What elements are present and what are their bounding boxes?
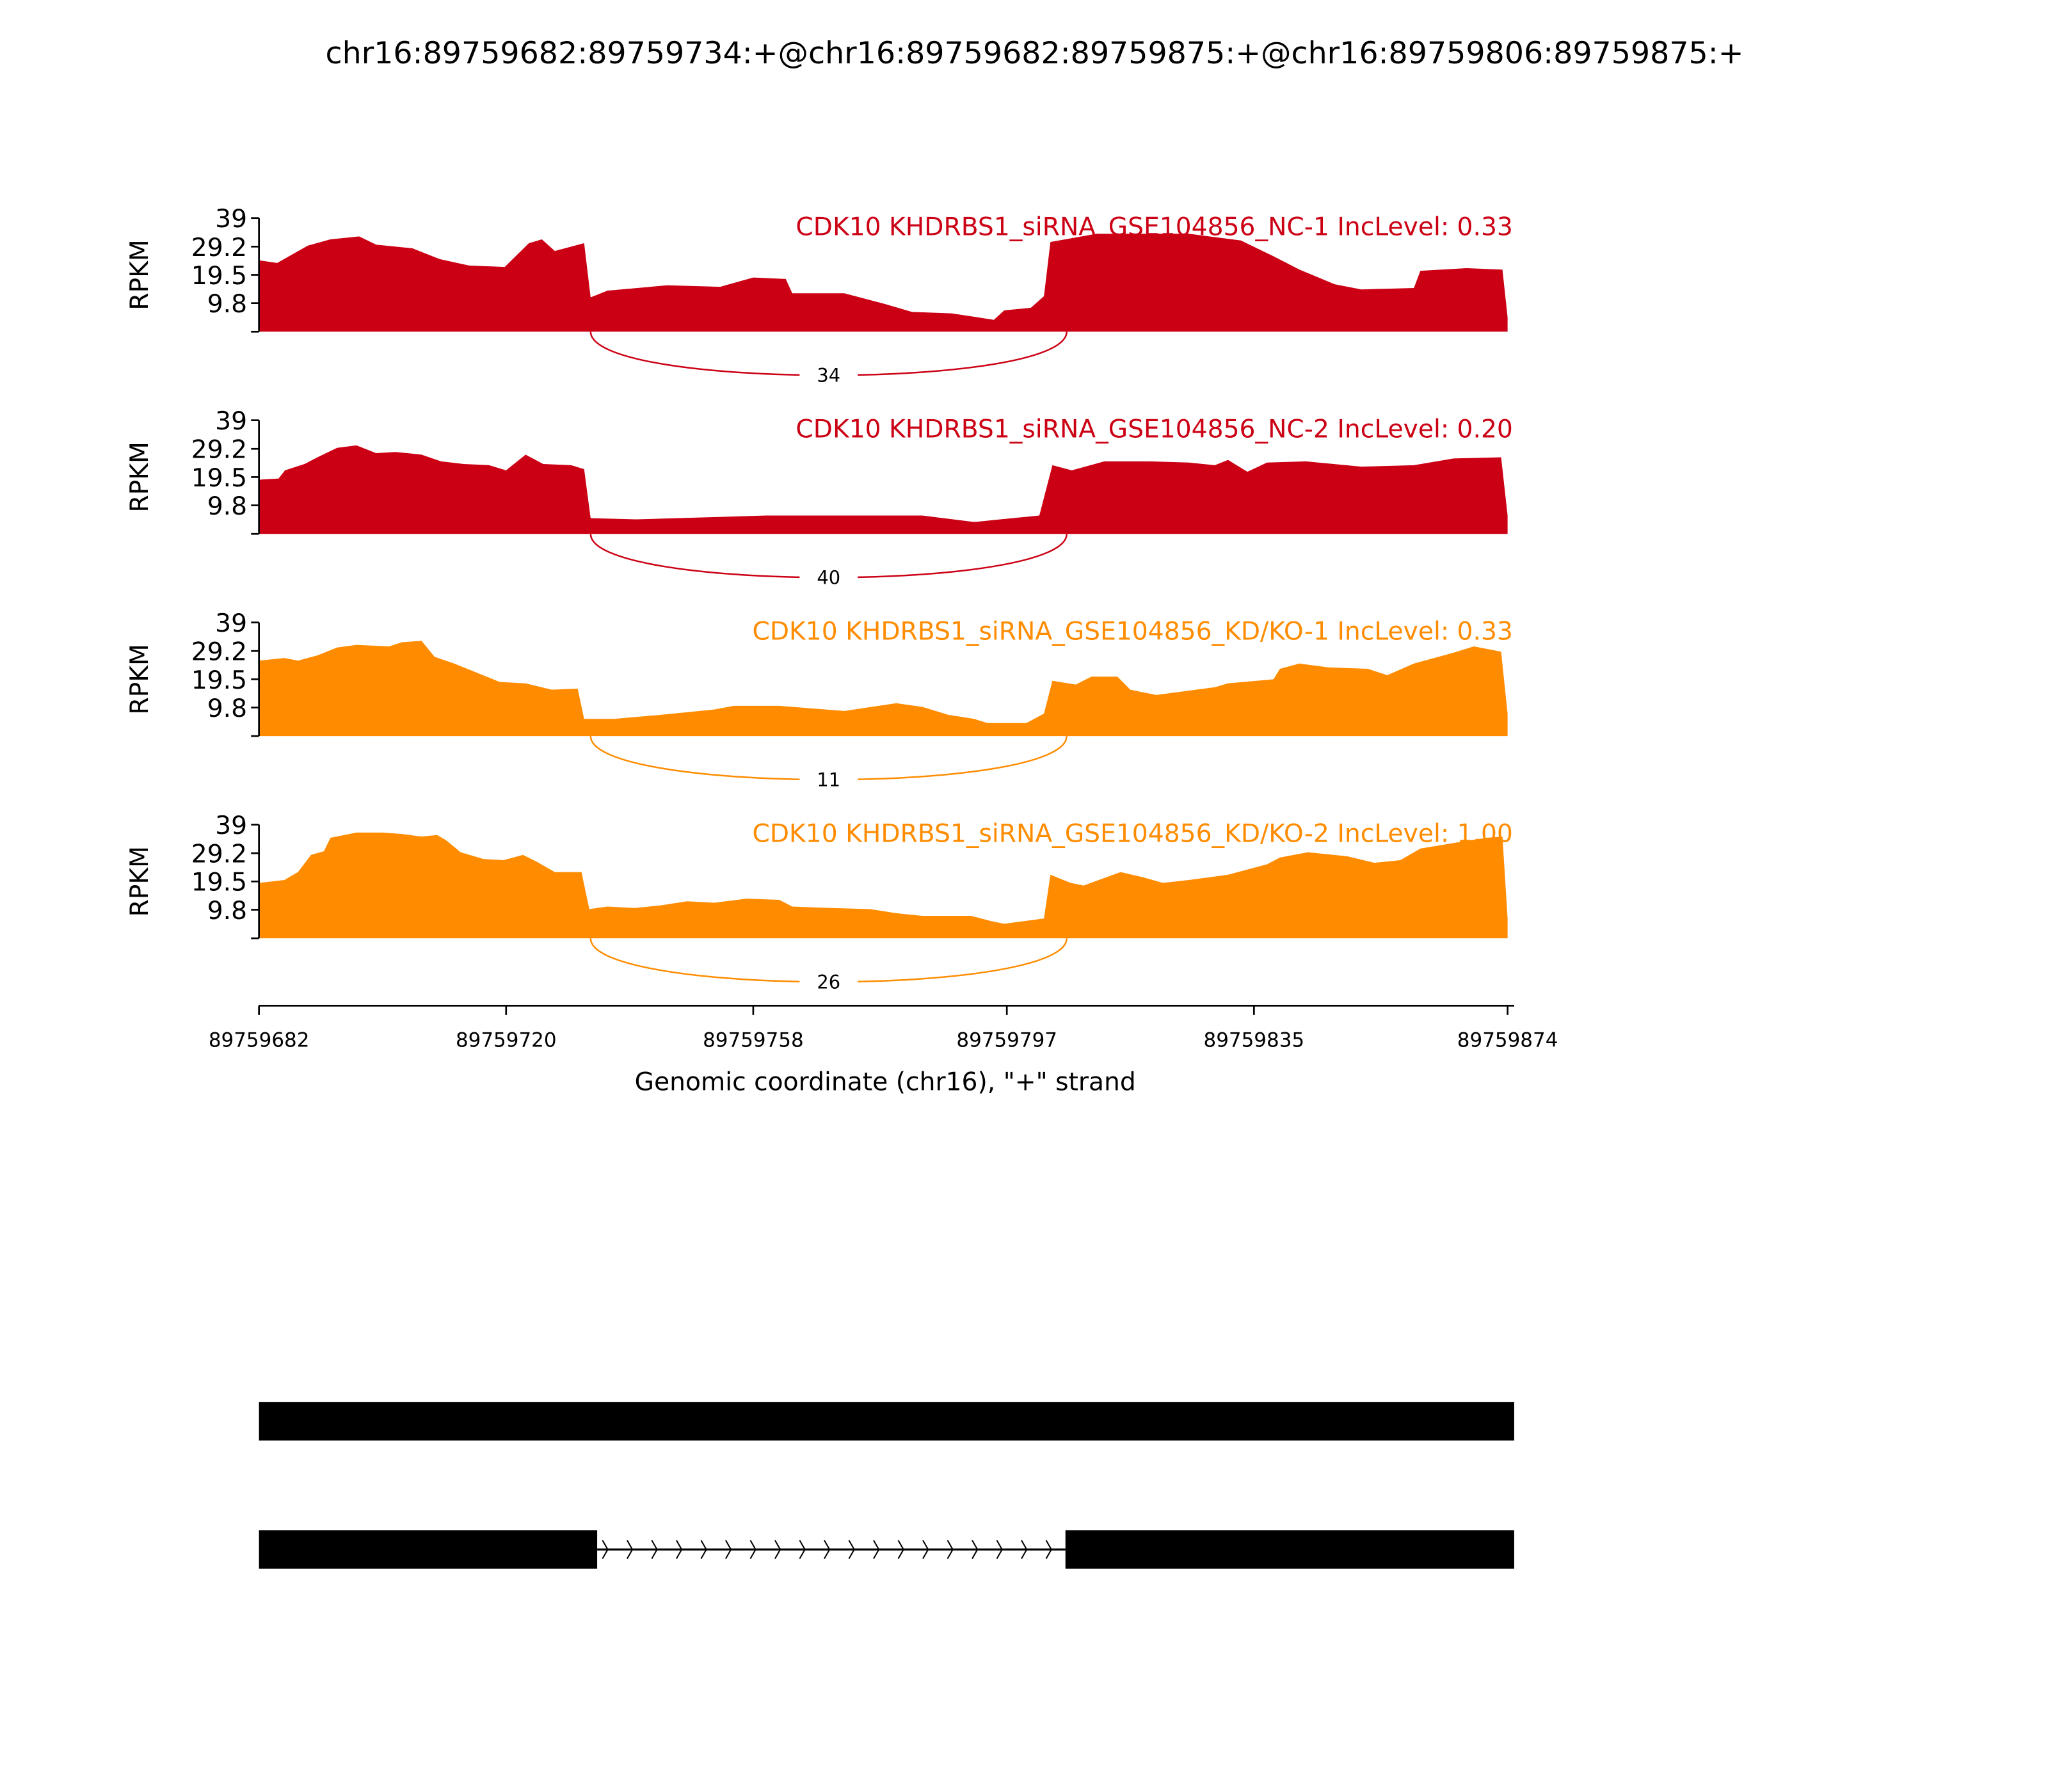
- y-tick-label: 29.2: [191, 638, 247, 667]
- exon: [259, 1530, 598, 1569]
- y-tick-label: 39: [215, 407, 247, 436]
- y-axis-label: RPKM: [125, 239, 154, 310]
- y-axis-label: RPKM: [125, 442, 154, 512]
- y-axis-label: RPKM: [125, 846, 154, 916]
- strand-arrow-icon: [848, 1540, 855, 1560]
- junction-count: 11: [817, 769, 840, 791]
- gene-model: [259, 1402, 1514, 1569]
- y-tick-label: 9.8: [207, 290, 247, 319]
- strand-arrow-icon: [897, 1540, 904, 1560]
- strand-arrow-icon: [922, 1540, 929, 1560]
- strand-arrow-icon: [626, 1540, 634, 1560]
- exon: [1065, 1530, 1514, 1569]
- strand-arrow-icon: [749, 1540, 756, 1560]
- y-tick-label: 19.5: [191, 464, 247, 493]
- junction-count: 40: [817, 567, 840, 589]
- strand-arrow-icon: [675, 1540, 683, 1560]
- coverage-area: [259, 832, 1508, 939]
- transcript-1: [259, 1402, 1514, 1441]
- strand-arrow-icon: [824, 1540, 831, 1560]
- track-2: 9.819.529.239 RPKM CDK10 KHDRBS1_siRNA_GSE…: [125, 407, 1513, 589]
- x-tick-label: 89759797: [956, 1028, 1057, 1052]
- junction-count: 26: [817, 972, 840, 993]
- transcript-2: [259, 1530, 1514, 1569]
- x-axis-label: Genomic coordinate (chr16), "+" strand: [635, 1068, 1136, 1097]
- track-1: 9.819.529.239 RPKM CDK10 KHDRBS1_siRNA_GSE…: [125, 205, 1513, 388]
- y-tick-label: 29.2: [191, 840, 247, 869]
- strand-arrow-icon: [873, 1540, 880, 1560]
- strand-arrow-icon: [602, 1540, 609, 1560]
- exon: [259, 1402, 1514, 1441]
- coverage-area: [259, 234, 1508, 332]
- strand-arrow-icon: [996, 1540, 1003, 1560]
- coverage-area: [259, 641, 1508, 737]
- x-tick-label: 89759874: [1457, 1028, 1558, 1052]
- strand-arrow-icon: [1045, 1540, 1052, 1560]
- y-tick-label: 39: [215, 205, 247, 234]
- junction-label-bg: [799, 765, 858, 792]
- y-tick-label: 9.8: [207, 897, 247, 925]
- y-tick-label: 19.5: [191, 262, 247, 291]
- y-tick-label: 39: [215, 609, 247, 638]
- y-tick-label: 29.2: [191, 234, 247, 262]
- track-label: CDK10 KHDRBS1_siRNA_GSE104856_NC-1 IncLe…: [796, 213, 1512, 242]
- strand-arrow-icon: [700, 1540, 707, 1560]
- junction-label-bg: [799, 360, 858, 388]
- strand-arrow-icon: [947, 1540, 954, 1560]
- track-4: 9.819.529.239 RPKM CDK10 KHDRBS1_siRNA_GSE…: [125, 812, 1513, 994]
- y-tick-label: 39: [215, 812, 247, 840]
- strand-arrow-icon: [799, 1540, 806, 1560]
- y-tick-label: 29.2: [191, 436, 247, 465]
- junction-count: 34: [817, 365, 840, 387]
- junction-label-bg: [799, 967, 858, 994]
- x-tick-label: 89759835: [1204, 1028, 1305, 1052]
- track-label: CDK10 KHDRBS1_siRNA_GSE104856_KD/KO-1 In…: [752, 617, 1512, 646]
- x-axis: 89759682 89759720 89759758 89759797 89759835…: [209, 1005, 1558, 1052]
- strand-arrow-icon: [651, 1540, 658, 1560]
- strand-arrow-icon: [724, 1540, 732, 1560]
- y-tick-label: 19.5: [191, 666, 247, 695]
- strand-arrow-icon: [774, 1540, 781, 1560]
- y-tick-label: 9.8: [207, 694, 247, 723]
- chart-title: chr16:89759682:89759734:+@chr16:89759682…: [326, 36, 1744, 71]
- x-tick-label: 89759758: [703, 1028, 804, 1052]
- coverage-area: [259, 445, 1508, 534]
- x-tick-label: 89759720: [456, 1028, 557, 1052]
- x-tick-label: 89759682: [209, 1028, 310, 1052]
- strand-arrow-icon: [1021, 1540, 1028, 1560]
- y-axis-label: RPKM: [125, 644, 154, 714]
- track-label: CDK10 KHDRBS1_siRNA_GSE104856_NC-2 IncLe…: [796, 415, 1512, 444]
- strand-arrow-icon: [972, 1540, 979, 1560]
- y-tick-label: 19.5: [191, 868, 247, 897]
- track-3: 9.819.529.239 RPKM CDK10 KHDRBS1_siRNA_GSE…: [125, 609, 1513, 792]
- junction-label-bg: [799, 563, 858, 589]
- track-label: CDK10 KHDRBS1_siRNA_GSE104856_KD/KO-2 In…: [752, 819, 1512, 848]
- y-tick-label: 9.8: [207, 492, 247, 521]
